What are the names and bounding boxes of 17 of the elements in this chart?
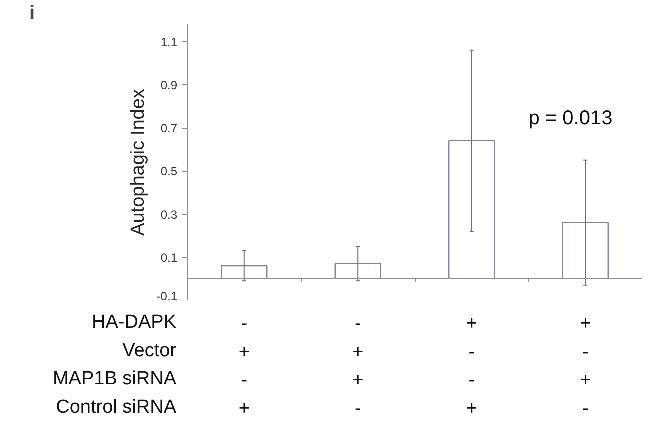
- x-tick-label: - + + -: [352, 314, 364, 420]
- x-tick-label: + - + -: [580, 314, 592, 420]
- text: i: [30, 2, 36, 24]
- text: Vector: [122, 340, 178, 362]
- y-tick-label: 0.5: [160, 164, 178, 179]
- text: Control siRNA: [56, 396, 177, 418]
- y-tick-label: 0.7: [160, 122, 178, 136]
- y-axis-title: Autophagic Index: [128, 88, 149, 236]
- text: HA-DAPK: [92, 312, 177, 334]
- y-tick-label: 0.3: [160, 208, 178, 222]
- y-tick-label: 0.1: [160, 250, 178, 265]
- y-tick-label: 1.1: [160, 35, 178, 50]
- x-tick-label: + - - +: [466, 314, 478, 420]
- x-tick-label: - + - +: [238, 314, 250, 420]
- text: MAP1B siRNA: [52, 368, 177, 390]
- y-tick-label: 0.9: [160, 78, 178, 92]
- annotation: p = 0.013: [528, 107, 613, 130]
